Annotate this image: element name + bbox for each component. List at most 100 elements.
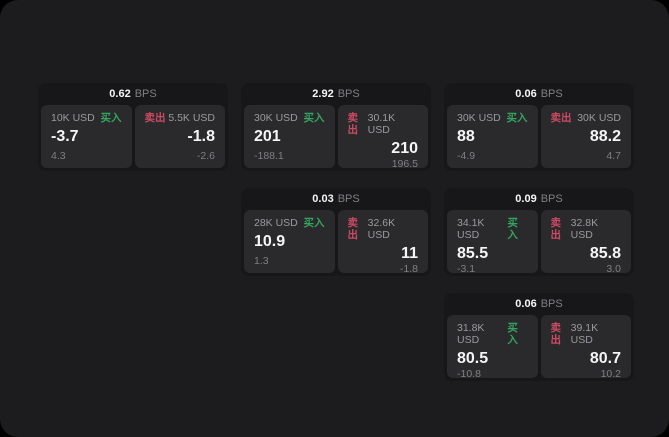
buy-price: -3.7 [51, 128, 79, 145]
buy-price: 80.5 [457, 350, 489, 367]
sell-notional: 5.5K USD [168, 112, 215, 124]
sell-label: 卖出 [550, 322, 562, 346]
bps-value: 0.62 [109, 88, 131, 100]
sell-tile[interactable]: 卖出 30K USD 88.2 4.7 [540, 105, 631, 168]
sell-label: 卖出 [347, 217, 359, 241]
sell-label: 卖出 [550, 217, 562, 241]
buy-tile[interactable]: 30K USD 买入 201 -188.1 [244, 105, 335, 168]
tiles-row: 31.8K USD 买入 80.5 -10.8 卖出 39.1K USD 80.… [447, 315, 631, 380]
bps-unit-label: BPS [337, 88, 360, 100]
buy-label: 买入 [507, 217, 518, 241]
sell-tile[interactable]: 卖出 32.6K USD 11 -1.8 [337, 210, 428, 275]
sell-tile[interactable]: 卖出 32.8K USD 85.8 3.0 [540, 210, 631, 275]
card-header: 0.03 BPS [244, 188, 428, 210]
buy-sub-value: -188.1 [254, 150, 284, 162]
buy-tile[interactable]: 30K USD 买入 88 -4.9 [447, 105, 538, 168]
buy-notional: 30K USD [457, 112, 501, 124]
buy-price: 10.9 [254, 233, 286, 250]
buy-tile-top: 10K USD 买入 [51, 112, 122, 124]
buy-tile-top: 30K USD 买入 [457, 112, 528, 124]
sell-sub-value: 4.7 [606, 150, 621, 162]
sell-price: 11 [401, 245, 418, 262]
sell-tile[interactable]: 卖出 30.1K USD 210 196.5 [337, 105, 428, 170]
buy-label: 买入 [303, 112, 325, 124]
buy-sub-value: 4.3 [51, 150, 66, 162]
bps-value: 0.06 [515, 88, 537, 100]
bps-value: 0.03 [312, 193, 334, 205]
buy-notional: 10K USD [51, 112, 95, 124]
bps-unit-label: BPS [540, 88, 563, 100]
buy-sub-value: 1.3 [254, 255, 269, 267]
buy-tile-top: 28K USD 买入 [254, 217, 325, 229]
buy-tile[interactable]: 31.8K USD 买入 80.5 -10.8 [447, 315, 538, 380]
sell-tile-top: 卖出 5.5K USD [145, 112, 216, 124]
bps-unit-label: BPS [540, 193, 563, 205]
tiles-row: 10K USD 买入 -3.7 4.3 卖出 5.5K USD -1.8 -2.… [41, 105, 225, 168]
card-header: 0.62 BPS [41, 83, 225, 105]
sell-label: 卖出 [347, 112, 359, 136]
buy-price: 201 [254, 128, 281, 145]
card-header: 0.09 BPS [447, 188, 631, 210]
buy-tile[interactable]: 34.1K USD 买入 85.5 -3.1 [447, 210, 538, 275]
sell-tile[interactable]: 卖出 39.1K USD 80.7 10.2 [540, 315, 631, 380]
sell-label: 卖出 [144, 112, 166, 124]
sell-notional: 32.8K USD [570, 217, 599, 241]
quote-card: 0.62 BPS 10K USD 买入 -3.7 4.3 卖出 5.5K USD [38, 83, 228, 171]
buy-tile-top: 34.1K USD 买入 [457, 217, 528, 241]
tiles-row: 30K USD 买入 201 -188.1 卖出 30.1K USD 210 1… [244, 105, 428, 170]
sell-tile-top: 卖出 30K USD [551, 112, 622, 124]
sell-notional: 30.1K USD [367, 112, 396, 136]
tiles-row: 30K USD 买入 88 -4.9 卖出 30K USD 88.2 4.7 [447, 105, 631, 168]
buy-sub-value: -4.9 [457, 150, 476, 162]
quote-card: 2.92 BPS 30K USD 买入 201 -188.1 卖出 30.1K … [241, 83, 431, 171]
sell-price: 80.7 [589, 350, 621, 367]
sell-tile-top: 卖出 32.6K USD [348, 217, 419, 241]
sell-tile-top: 卖出 32.8K USD [551, 217, 622, 241]
buy-label: 买入 [506, 112, 528, 124]
buy-label: 买入 [100, 112, 122, 124]
buy-tile-top: 30K USD 买入 [254, 112, 325, 124]
bps-value: 0.06 [515, 298, 537, 310]
buy-tile[interactable]: 10K USD 买入 -3.7 4.3 [41, 105, 132, 168]
sell-sub-value: 3.0 [606, 263, 621, 275]
sell-price: 210 [391, 140, 418, 157]
buy-notional: 31.8K USD [457, 322, 485, 346]
quote-card: 0.09 BPS 34.1K USD 买入 85.5 -3.1 卖出 32.8K… [444, 188, 634, 276]
sell-price: -1.8 [187, 128, 215, 145]
sell-price: 85.8 [589, 245, 621, 262]
tiles-row: 28K USD 买入 10.9 1.3 卖出 32.6K USD 11 -1.8 [244, 210, 428, 275]
buy-price: 85.5 [457, 245, 489, 262]
sell-tile[interactable]: 卖出 5.5K USD -1.8 -2.6 [134, 105, 225, 168]
sell-notional: 30K USD [577, 112, 621, 124]
buy-tile[interactable]: 28K USD 买入 10.9 1.3 [244, 210, 335, 273]
sell-notional: 32.6K USD [367, 217, 396, 241]
quote-card-grid: 0.62 BPS 10K USD 买入 -3.7 4.3 卖出 5.5K USD [38, 83, 634, 381]
sell-sub-value: 10.2 [600, 368, 621, 380]
buy-sub-value: -10.8 [457, 368, 481, 380]
sell-price: 88.2 [589, 128, 621, 145]
buy-label: 买入 [303, 217, 325, 229]
bps-unit-label: BPS [540, 298, 563, 310]
buy-sub-value: -3.1 [457, 263, 476, 275]
bps-unit-label: BPS [134, 88, 157, 100]
sell-sub-value: -2.6 [196, 150, 215, 162]
sell-notional: 39.1K USD [570, 322, 599, 346]
quote-card: 0.06 BPS 30K USD 买入 88 -4.9 卖出 30K USD [444, 83, 634, 171]
buy-notional: 34.1K USD [457, 217, 485, 241]
bps-value: 2.92 [312, 88, 334, 100]
bps-value: 0.09 [515, 193, 537, 205]
buy-notional: 30K USD [254, 112, 298, 124]
card-header: 0.06 BPS [447, 83, 631, 105]
card-header: 0.06 BPS [447, 293, 631, 315]
sell-sub-value: -1.8 [399, 263, 418, 275]
buy-label: 买入 [507, 322, 518, 346]
tiles-row: 34.1K USD 买入 85.5 -3.1 卖出 32.8K USD 85.8… [447, 210, 631, 275]
sell-sub-value: 196.5 [391, 158, 418, 170]
sell-tile-top: 卖出 30.1K USD [348, 112, 419, 136]
sell-tile-top: 卖出 39.1K USD [551, 322, 622, 346]
card-header: 2.92 BPS [244, 83, 428, 105]
sell-label: 卖出 [550, 112, 572, 124]
buy-notional: 28K USD [254, 217, 298, 229]
buy-price: 88 [457, 128, 475, 145]
